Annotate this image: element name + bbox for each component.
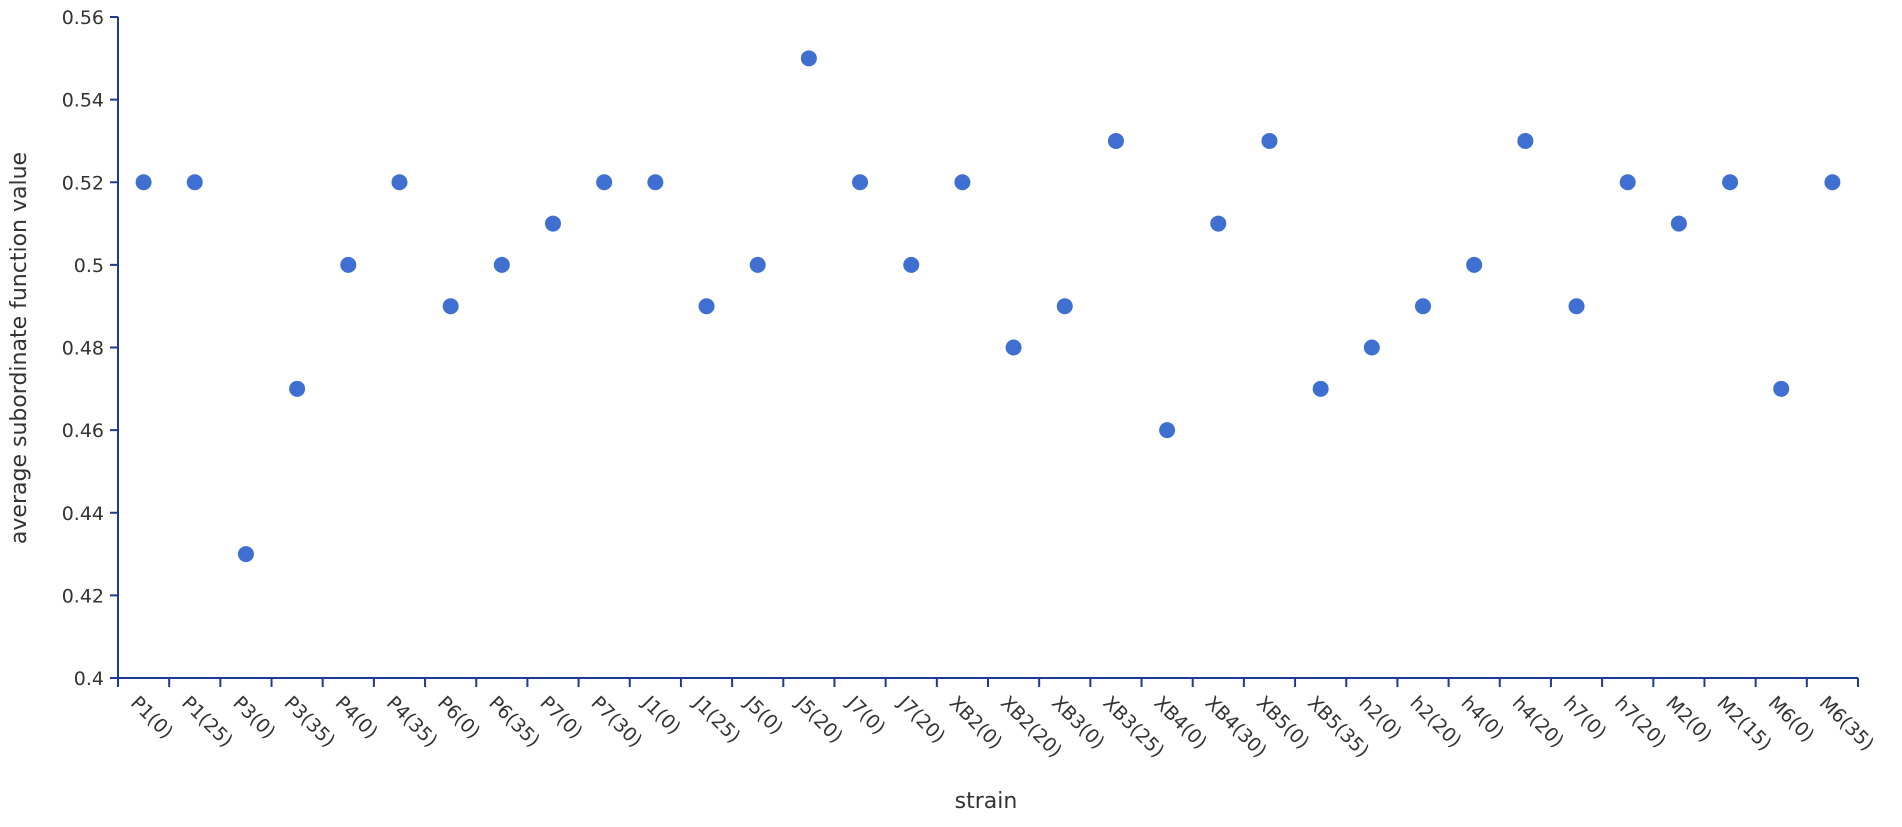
point bbox=[1517, 132, 1534, 149]
x-tick-label: P1(25) bbox=[177, 692, 237, 752]
point bbox=[852, 174, 869, 191]
y-tick-label: 0.4 bbox=[74, 668, 104, 690]
point bbox=[1261, 132, 1278, 149]
point bbox=[1415, 298, 1431, 315]
point bbox=[135, 174, 152, 191]
point bbox=[1159, 422, 1176, 439]
y-tick-label: 0.5 bbox=[74, 255, 104, 277]
x-tick-label: M2(15) bbox=[1713, 692, 1776, 755]
y-tick-label: 0.46 bbox=[62, 420, 104, 442]
y-tick-label: 0.54 bbox=[62, 90, 104, 112]
point bbox=[1619, 174, 1636, 191]
x-tick-label: h7(20) bbox=[1610, 692, 1670, 752]
point bbox=[749, 256, 766, 273]
point bbox=[698, 298, 715, 315]
point bbox=[1466, 256, 1483, 273]
x-tick-label: h2(20) bbox=[1405, 692, 1465, 752]
point bbox=[391, 174, 408, 191]
x-tick-label: XB2(0) bbox=[945, 692, 1007, 754]
y-tick-label: 0.52 bbox=[62, 172, 104, 194]
point bbox=[186, 174, 203, 191]
x-tick-label: J7(20) bbox=[893, 691, 949, 747]
point bbox=[1363, 339, 1380, 356]
point bbox=[1210, 215, 1227, 232]
point bbox=[545, 215, 561, 232]
point bbox=[493, 256, 510, 273]
x-axis-title: strain bbox=[955, 789, 1018, 814]
x-tick-label: M6(35) bbox=[1815, 692, 1878, 755]
y-tick-label: 0.48 bbox=[62, 338, 104, 360]
y-tick-label: 0.42 bbox=[62, 585, 104, 607]
point bbox=[800, 50, 817, 67]
point bbox=[1005, 339, 1022, 356]
x-tick-label: J1(25) bbox=[688, 691, 744, 747]
x-tick-label: J5(0) bbox=[739, 691, 787, 739]
x-tick-label: P4(35) bbox=[382, 692, 442, 752]
point bbox=[647, 174, 664, 191]
point bbox=[1722, 174, 1739, 191]
point bbox=[289, 380, 306, 397]
x-tick-label: M2(0) bbox=[1661, 692, 1716, 747]
point bbox=[1312, 380, 1329, 397]
point bbox=[442, 298, 459, 315]
point bbox=[1824, 174, 1841, 191]
point bbox=[954, 174, 971, 191]
x-tick-label: P1(0) bbox=[126, 692, 177, 743]
point bbox=[1107, 132, 1124, 149]
y-axis-title: average subordinate function value bbox=[7, 152, 32, 544]
point bbox=[237, 546, 254, 563]
x-tick-label: h4(20) bbox=[1508, 692, 1568, 752]
point bbox=[1056, 298, 1073, 315]
y-tick-label: 0.44 bbox=[62, 503, 104, 525]
x-tick-label: J5(20) bbox=[791, 691, 847, 747]
x-tick-label: J1(0) bbox=[637, 691, 685, 739]
x-tick-label: P3(35) bbox=[280, 692, 340, 752]
point bbox=[340, 256, 357, 273]
point bbox=[596, 174, 613, 191]
x-tick-label: J7(0) bbox=[842, 691, 890, 739]
y-tick-label: 0.56 bbox=[62, 7, 104, 29]
point bbox=[903, 256, 920, 273]
point bbox=[1670, 215, 1687, 232]
x-tick-label: P6(35) bbox=[484, 692, 544, 752]
point bbox=[1568, 298, 1585, 315]
point bbox=[1773, 380, 1790, 397]
x-tick-label: P7(30) bbox=[587, 692, 647, 752]
